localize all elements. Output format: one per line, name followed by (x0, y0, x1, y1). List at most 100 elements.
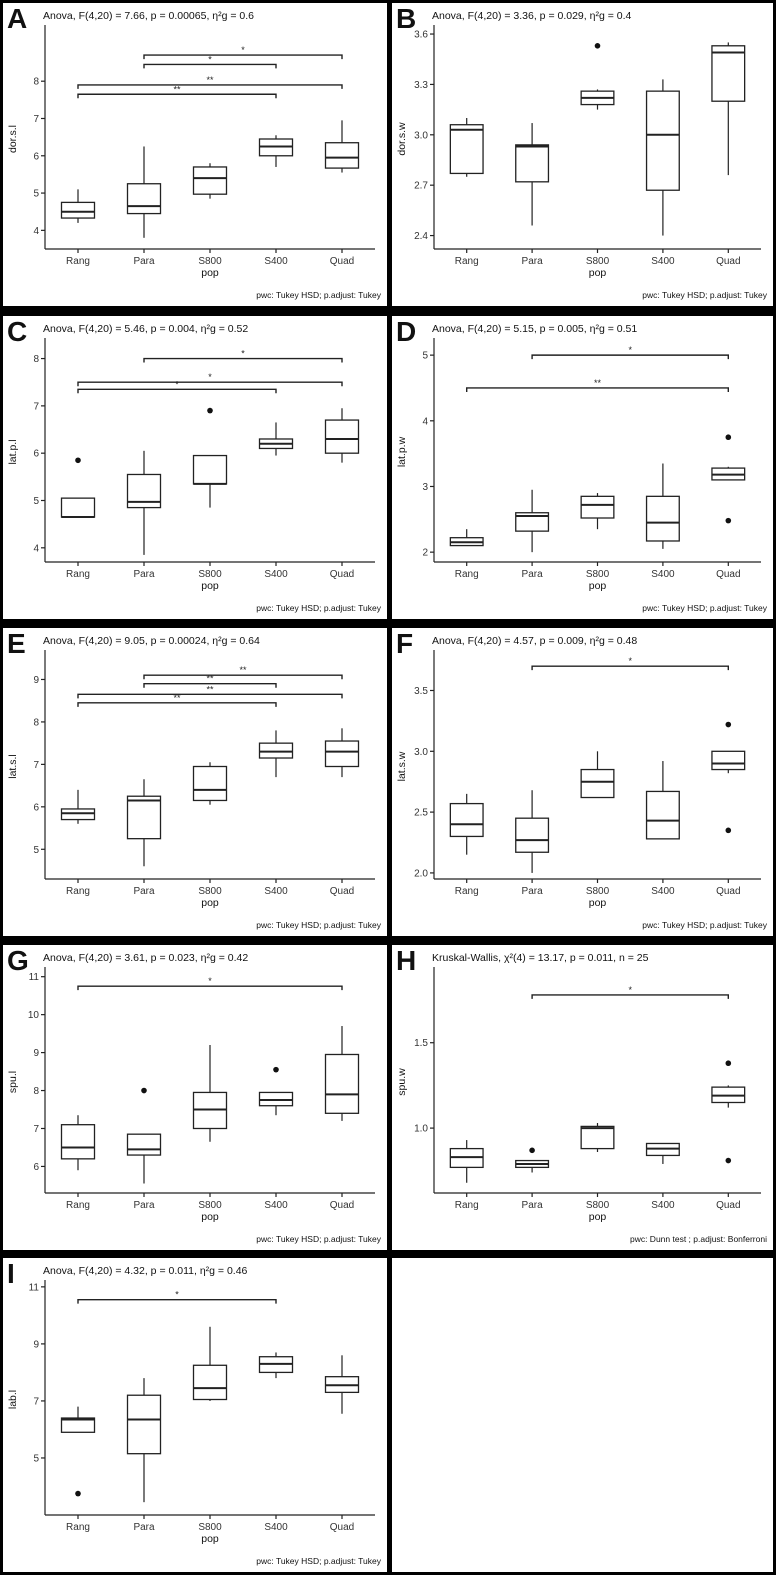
box-s400 (258, 1066, 294, 1116)
y-tick-label: 2.4 (414, 231, 428, 242)
y-axis-title: lat.p.l (7, 439, 19, 464)
box-quad (711, 1060, 746, 1164)
box-s400 (258, 1352, 294, 1379)
y-tick-label: 6 (33, 449, 39, 460)
stat-title: Kruskal-Wallis, χ²(4) = 13.17, p = 0.011… (432, 952, 649, 964)
bracket-line (77, 388, 277, 394)
outlier-point (75, 457, 81, 464)
bracket-label: * (208, 54, 212, 64)
box-rang (60, 789, 96, 824)
box-rang (449, 1140, 484, 1183)
x-tick-label: Rang (455, 1200, 479, 1211)
y-tick-label: 3 (422, 482, 428, 493)
panel-background (392, 945, 773, 1250)
bracket-line (77, 381, 343, 387)
x-tick-label: Para (133, 1200, 155, 1211)
x-tick-label: Para (133, 569, 155, 580)
y-tick-label: 8 (33, 1086, 39, 1097)
outlier-point (594, 42, 601, 49)
x-tick-label: S400 (651, 256, 675, 267)
outlier-point (725, 827, 732, 834)
box-rang (60, 189, 96, 223)
bracket-label: ** (206, 684, 214, 694)
box-s400 (645, 761, 680, 840)
panel-letter: H (396, 945, 416, 976)
outlier-point (725, 1157, 732, 1164)
bracket-line (531, 665, 729, 671)
y-tick-label: 7 (33, 1396, 39, 1407)
box-iqr (645, 90, 680, 191)
box-quad (324, 1355, 360, 1414)
bracket-label: ** (206, 674, 214, 684)
y-tick-label: 5 (33, 845, 39, 856)
significance-bracket: * (531, 656, 729, 671)
x-tick-label: Rang (66, 569, 90, 580)
outlier-point (273, 1066, 279, 1073)
significance-bracket: * (77, 372, 343, 387)
y-tick-label: 4 (422, 416, 428, 427)
box-quad (324, 120, 360, 173)
x-tick-label: Quad (716, 256, 740, 267)
box-iqr (60, 808, 96, 821)
bracket-line (531, 994, 729, 999)
x-tick-label: Quad (330, 256, 354, 267)
y-tick-label: 3.0 (414, 747, 428, 758)
x-tick-label: Rang (455, 569, 479, 580)
bracket-label: ** (173, 84, 181, 94)
box-iqr (515, 817, 550, 853)
x-tick-label: Rang (66, 1522, 90, 1533)
y-tick-label: 11 (29, 972, 40, 983)
box-iqr (126, 183, 162, 215)
footnote: pwc: Tukey HSD; p.adjust: Tukey (642, 603, 767, 613)
y-tick-label: 7 (33, 1124, 39, 1135)
box-para (515, 1147, 550, 1173)
bracket-label: * (175, 1290, 179, 1300)
y-tick-label: 10 (28, 1010, 40, 1021)
bracket-line (143, 683, 277, 688)
y-axis-title: lat.s.l (7, 754, 19, 779)
x-axis-title: pop (201, 267, 219, 279)
panel-b: B Anova, F(4,20) = 3.36, p = 0.029, η²g =… (392, 3, 773, 306)
y-tick-label: 3.0 (414, 130, 428, 141)
stat-title: Anova, F(4,20) = 7.66, p = 0.00065, η²g … (43, 10, 254, 22)
y-tick-label: 1.0 (414, 1124, 428, 1135)
stat-title: Anova, F(4,20) = 3.61, p = 0.023, η²g = … (43, 952, 248, 964)
y-tick-label: 5 (33, 496, 39, 507)
y-tick-label: 6 (33, 1162, 39, 1173)
box-s800 (192, 1326, 228, 1401)
y-tick-label: 5 (422, 351, 428, 362)
x-axis-title: pop (201, 1211, 219, 1223)
x-axis-title: pop (589, 897, 607, 909)
panel-a: A Anova, F(4,20) = 7.66, p = 0.00065, η²g… (3, 3, 387, 306)
box-quad (324, 728, 360, 778)
panel-letter: E (7, 628, 26, 659)
bracket-line (531, 354, 729, 360)
significance-bracket: ** (77, 84, 277, 99)
y-axis-title: lat.p.w (396, 436, 408, 467)
y-tick-label: 11 (29, 1282, 40, 1293)
footnote: pwc: Tukey HSD; p.adjust: Tukey (642, 290, 767, 300)
x-tick-label: S800 (586, 256, 610, 267)
stat-title: Anova, F(4,20) = 5.15, p = 0.005, η²g = … (432, 323, 637, 335)
box-iqr (126, 1394, 162, 1455)
footnote: pwc: Tukey HSD; p.adjust: Tukey (256, 1556, 381, 1566)
x-axis-title: pop (201, 1533, 219, 1545)
x-tick-label: S800 (198, 256, 222, 267)
bracket-line (77, 93, 277, 99)
empty-panel (392, 1258, 773, 1572)
x-axis-title: pop (589, 267, 607, 279)
bracket-line (143, 63, 277, 69)
bracket-label: * (175, 379, 179, 389)
x-tick-label: Para (522, 569, 544, 580)
y-tick-label: 9 (33, 1048, 39, 1059)
bracket-label: * (241, 45, 245, 55)
y-tick-label: 7 (33, 114, 39, 125)
bracket-label: * (628, 985, 632, 995)
bracket-line (77, 84, 343, 89)
box-iqr (60, 1417, 96, 1433)
y-tick-label: 3.6 (414, 30, 428, 41)
outlier-point (141, 1087, 147, 1094)
footnote: pwc: Tukey HSD; p.adjust: Tukey (256, 920, 381, 930)
box-para (515, 790, 550, 873)
